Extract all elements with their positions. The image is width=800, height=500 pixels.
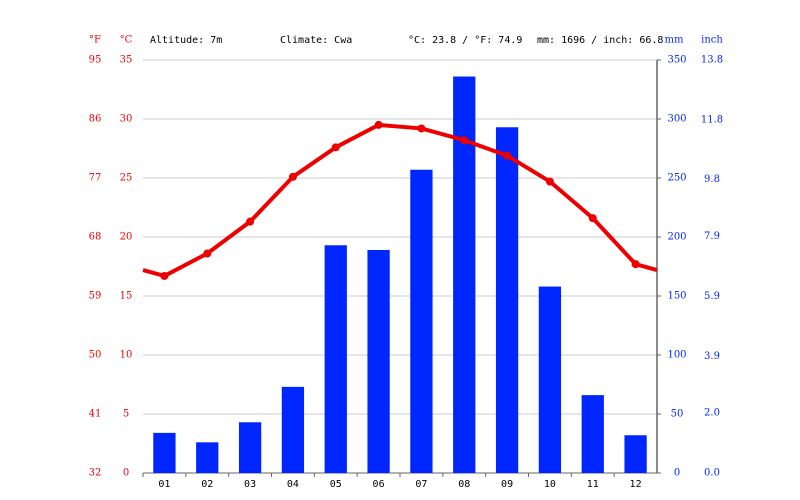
bar	[410, 169, 433, 474]
y2-tick-label: 350	[667, 55, 686, 66]
y2-tick-label: 100	[667, 350, 686, 361]
line-point	[160, 271, 169, 280]
f-tick-label: 32	[89, 468, 102, 479]
line-point	[503, 151, 512, 160]
f-tick-label: 77	[89, 173, 102, 184]
line-point	[246, 217, 255, 226]
inch-tick-label: 5.9	[704, 291, 720, 302]
x-tick-label: 10	[544, 479, 556, 490]
altitude: Altitude: 7m	[150, 35, 222, 46]
bar	[538, 286, 562, 473]
line-point	[460, 136, 469, 145]
bar	[196, 442, 219, 473]
x-tick-label: 08	[458, 479, 470, 490]
y-tick-label: 5	[123, 409, 129, 420]
y-tick-label: 15	[120, 291, 133, 302]
x-tick-label: 12	[630, 479, 642, 490]
f-tick-label: 50	[89, 350, 102, 361]
y-tick-label: 35	[120, 55, 133, 66]
line-point	[331, 143, 340, 152]
x-tick-label: 05	[330, 479, 342, 490]
line-point	[588, 214, 597, 223]
inch-tick-label: 7.9	[704, 231, 720, 242]
y-tick-label: 20	[120, 232, 133, 243]
bar	[324, 245, 347, 473]
f-tick-label: 59	[89, 291, 102, 302]
f-tick-label: 68	[89, 232, 102, 243]
x-tick-label: 03	[244, 479, 256, 490]
f-unit: °F	[89, 35, 101, 46]
line-point	[374, 120, 383, 129]
y-tick-label: 10	[120, 350, 133, 361]
y2-tick-label: 200	[667, 232, 686, 243]
bar	[453, 76, 476, 474]
inch-tick-label: 9.8	[704, 174, 720, 185]
x-tick-label: 02	[201, 479, 213, 490]
line	[163, 122, 638, 278]
precip-total: mm: 1696 / inch: 66.8	[537, 35, 663, 46]
line-point	[545, 177, 554, 186]
y-tick-label: 25	[120, 173, 133, 184]
f-tick-label: 95	[89, 55, 102, 66]
inch-tick-label: 3.9	[704, 351, 720, 362]
y2-tick-label: 150	[667, 291, 686, 302]
bar	[153, 432, 176, 473]
bar	[495, 127, 519, 473]
mm-unit: mm	[665, 35, 684, 46]
y-tick-label: 0	[123, 468, 129, 479]
line-wrap	[142, 262, 658, 278]
x-tick-label: 04	[287, 479, 299, 490]
bar	[238, 422, 262, 473]
line-point	[417, 124, 426, 133]
f-tick-label: 86	[89, 114, 102, 125]
inch-tick-label: 11.8	[701, 114, 723, 125]
climate: Climate: Cwa	[280, 35, 352, 46]
x-tick-label: 11	[587, 479, 599, 490]
f-tick-label: 41	[89, 409, 102, 420]
line-point	[288, 172, 297, 181]
bar	[281, 386, 305, 473]
y2-tick-label: 300	[667, 114, 686, 125]
bar	[367, 249, 390, 473]
y2-tick-label: 50	[671, 409, 684, 420]
line-point	[631, 260, 640, 269]
y-tick-label: 30	[120, 114, 133, 125]
line-point	[203, 249, 212, 258]
inch-tick-label: 0.0	[704, 468, 720, 479]
bar	[581, 395, 604, 473]
c-unit: °C	[120, 35, 133, 46]
x-tick-label: 06	[373, 479, 385, 490]
inch-unit: inch	[701, 35, 723, 46]
inch-tick-label: 13.8	[701, 55, 723, 66]
bar	[624, 435, 647, 473]
x-tick-label: 09	[501, 479, 513, 490]
x-tick-label: 07	[415, 479, 427, 490]
y2-tick-label: 250	[667, 173, 686, 184]
x-tick-label: 01	[158, 479, 170, 490]
temp-avg: °C: 23.8 / °F: 74.9	[408, 35, 522, 46]
y2-tick-label: 0	[674, 468, 680, 479]
inch-tick-label: 2.0	[704, 408, 720, 419]
